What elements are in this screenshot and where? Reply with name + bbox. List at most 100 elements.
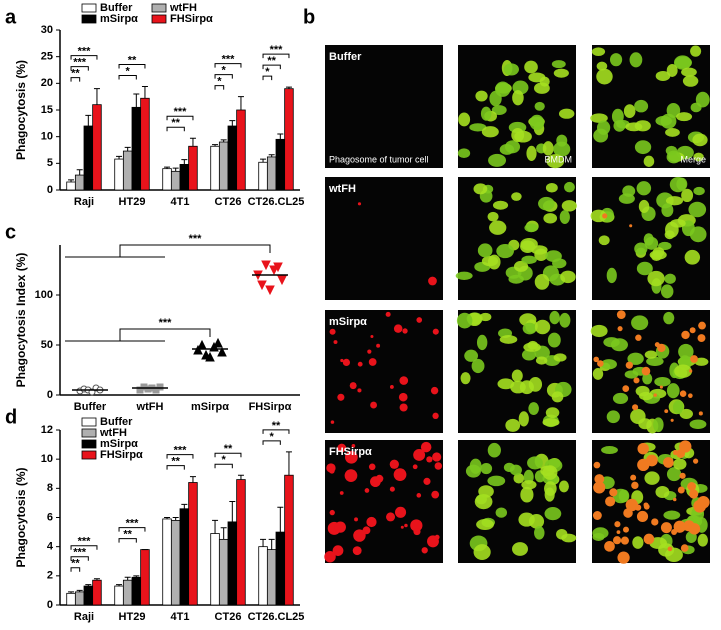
y-tick-label: 100 bbox=[35, 289, 53, 301]
cell bbox=[655, 115, 672, 126]
cell bbox=[611, 108, 624, 124]
y-axis-label: Phagocytosis (%) bbox=[14, 60, 28, 160]
x-tick-label: wtFH bbox=[136, 401, 164, 413]
x-tick-label: CT26.CL25 bbox=[248, 611, 305, 623]
cell bbox=[629, 52, 643, 68]
cell bbox=[480, 462, 493, 475]
error-bar bbox=[189, 476, 196, 483]
legend-label: FHSirpα bbox=[100, 449, 143, 461]
phagosome bbox=[643, 533, 655, 545]
phagosome bbox=[370, 401, 378, 409]
error-bar bbox=[76, 169, 83, 176]
data-point bbox=[273, 262, 283, 273]
cell bbox=[673, 458, 687, 470]
phagosome bbox=[689, 489, 699, 499]
cell bbox=[521, 349, 537, 361]
cell bbox=[631, 315, 649, 331]
significance-bracket bbox=[166, 465, 185, 470]
y-tick-label: 5 bbox=[47, 157, 53, 169]
cell bbox=[655, 485, 670, 499]
significance-bracket bbox=[118, 75, 137, 80]
y-tick-label: 4 bbox=[47, 541, 54, 553]
bar bbox=[227, 125, 238, 191]
cell bbox=[455, 271, 473, 280]
cell bbox=[676, 112, 693, 122]
panel-label: b bbox=[303, 6, 315, 28]
cell bbox=[551, 391, 564, 403]
phagosome bbox=[698, 411, 703, 416]
cell bbox=[642, 372, 653, 385]
cell bbox=[545, 407, 560, 419]
cell bbox=[529, 114, 545, 131]
cell bbox=[644, 471, 660, 485]
phagosome bbox=[664, 409, 669, 414]
bar bbox=[179, 163, 190, 191]
cell bbox=[546, 154, 565, 169]
cell bbox=[513, 260, 529, 272]
phagosome bbox=[353, 529, 366, 542]
cell bbox=[458, 112, 471, 127]
cell bbox=[600, 359, 617, 370]
cell bbox=[542, 418, 560, 427]
phagosome bbox=[428, 276, 437, 286]
legend-label: Buffer bbox=[100, 416, 133, 428]
phagosome bbox=[340, 358, 344, 363]
cell bbox=[473, 183, 488, 195]
cell bbox=[625, 122, 643, 132]
cell bbox=[606, 410, 620, 424]
cell bbox=[471, 358, 485, 374]
cell bbox=[528, 72, 546, 83]
bar bbox=[140, 549, 150, 606]
phagosome bbox=[344, 450, 358, 464]
phagosome bbox=[416, 317, 423, 323]
significance-bracket bbox=[214, 85, 225, 90]
micrograph bbox=[324, 440, 443, 563]
cell bbox=[610, 338, 628, 352]
cell bbox=[564, 181, 575, 193]
error-bar bbox=[133, 575, 140, 578]
phagosome bbox=[593, 356, 599, 363]
phagosome bbox=[366, 516, 377, 528]
cell bbox=[534, 525, 545, 540]
cell bbox=[559, 312, 571, 328]
phagosome bbox=[677, 486, 685, 494]
cell bbox=[596, 61, 608, 71]
phagosome bbox=[330, 420, 335, 424]
legend-swatch bbox=[81, 417, 97, 427]
significance-label: ** bbox=[272, 420, 281, 432]
x-tick-label: CT26 bbox=[215, 196, 242, 208]
significance-label: ** bbox=[171, 456, 180, 468]
phagosome bbox=[609, 488, 618, 497]
phagosome bbox=[672, 450, 678, 456]
phagosome bbox=[693, 458, 699, 464]
y-tick-label: 10 bbox=[41, 131, 53, 143]
phagosome bbox=[625, 361, 633, 369]
significance-label: *** bbox=[270, 44, 284, 56]
cell bbox=[634, 140, 652, 155]
phagosome bbox=[622, 385, 630, 393]
data-point bbox=[261, 260, 271, 271]
phagosome bbox=[688, 369, 693, 373]
cell bbox=[553, 141, 571, 157]
bar bbox=[66, 181, 76, 191]
phagosome bbox=[593, 461, 601, 469]
phagosome bbox=[689, 327, 696, 334]
phagosome bbox=[630, 474, 637, 481]
significance-label: *** bbox=[159, 317, 173, 329]
significance-label: *** bbox=[222, 54, 236, 66]
cell bbox=[499, 144, 515, 155]
phagosome bbox=[697, 334, 706, 343]
phagosome bbox=[332, 545, 344, 557]
y-tick-label: 2 bbox=[47, 570, 53, 582]
error-bar bbox=[260, 158, 267, 163]
phagosome bbox=[426, 456, 433, 463]
bar bbox=[122, 150, 133, 191]
phagosome bbox=[329, 468, 335, 474]
phagosome bbox=[667, 546, 673, 552]
cell bbox=[591, 47, 606, 57]
micrograph bbox=[590, 176, 710, 300]
phagosome bbox=[434, 534, 440, 540]
y-tick-label: 0 bbox=[47, 184, 53, 196]
phagosome bbox=[602, 213, 608, 219]
phagosome bbox=[389, 385, 394, 389]
